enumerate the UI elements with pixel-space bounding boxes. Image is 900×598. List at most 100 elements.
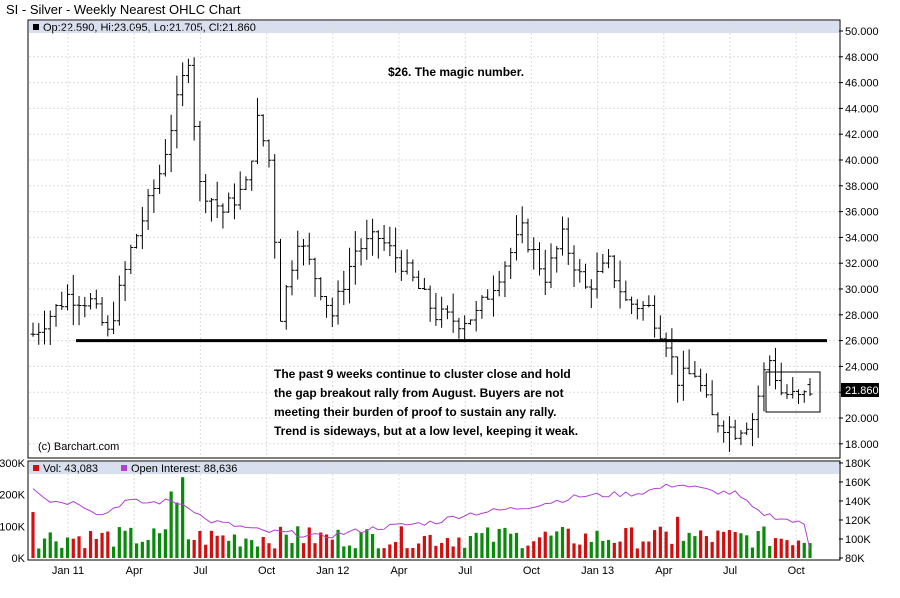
ohlc-bar	[53, 303, 59, 327]
x-tick-label: Apr	[390, 565, 407, 577]
ohlc-bar	[807, 378, 813, 397]
ohlc-bar	[721, 420, 727, 443]
ohlc-bar	[162, 139, 168, 177]
ohlc-bar	[456, 317, 462, 339]
volume-bar	[111, 546, 116, 558]
volume-bar	[267, 543, 271, 558]
volume-bar	[670, 543, 674, 558]
volume-bar	[514, 532, 519, 558]
ohlc-bar	[634, 299, 640, 320]
ohlc-bar	[761, 362, 767, 412]
volume-bar	[440, 542, 444, 558]
volume-bar	[463, 547, 467, 558]
volume-bar	[301, 543, 306, 558]
copyright: (c) Barchart.com	[38, 441, 119, 453]
volume-bar	[676, 516, 680, 558]
volume-bar	[589, 541, 593, 558]
date-axis: Jan 11 Apr Jul Oct Jan 12 Apr Jul Oct Jan 13 Apr J…	[52, 565, 805, 577]
ohlc-bar	[254, 97, 260, 165]
volume-bar	[215, 535, 219, 558]
y-tick-label: 30.000	[845, 284, 879, 296]
annotation-line-3: meeting their burden of proof to sustain…	[274, 405, 556, 419]
chart-title: SI - Silver - Weekly Nearest OHLC Chart	[6, 2, 241, 17]
ohlc-bar	[490, 275, 496, 317]
volume-bar	[365, 529, 369, 558]
ohlc-bar	[795, 389, 801, 404]
volume-bar	[520, 548, 524, 558]
y-tick-label: 38.000	[845, 181, 879, 193]
volume-bar	[278, 526, 283, 558]
ohlc-bar	[738, 429, 744, 446]
volume-bar	[486, 527, 490, 558]
ohlc-bar	[277, 238, 283, 322]
volume-axis: 300K 200K 100K 0K 180K 160K 140K 120K 100K 80K	[0, 458, 871, 565]
ohlc-bar	[168, 114, 174, 173]
y-tick-label: 28.000	[845, 310, 879, 322]
oi-tick-label: 80K	[845, 553, 865, 565]
volume-bar	[227, 540, 231, 558]
ohlc-bar	[283, 284, 289, 330]
volume-bar	[117, 527, 121, 558]
oi-tick-label: 140K	[845, 496, 871, 508]
ohlc-bar	[421, 277, 427, 291]
volume-bar	[255, 546, 260, 558]
ohlc-bar	[358, 238, 364, 266]
ohlc-readout-marker	[33, 24, 39, 30]
ohlc-bar	[289, 260, 295, 296]
volume-bar	[434, 545, 438, 558]
ohlc-bar	[329, 297, 335, 328]
ohlc-bar	[65, 284, 71, 311]
ohlc-bar	[139, 206, 145, 250]
ohlc-bar	[393, 227, 399, 273]
x-tick-label: Jan 12	[316, 565, 349, 577]
volume-bar	[192, 539, 196, 558]
ohlc-bar	[657, 315, 663, 341]
volume-bar	[221, 535, 225, 558]
ohlc-bar	[755, 385, 761, 438]
ohlc-bar	[433, 292, 439, 326]
ohlc-readout-bar	[29, 21, 839, 33]
ohlc-bar	[439, 296, 445, 328]
ohlc-bar	[473, 301, 479, 332]
volume-bar	[710, 541, 714, 558]
ohlc-bar	[801, 390, 807, 403]
volume-bar	[186, 539, 190, 558]
volume-bar	[808, 543, 812, 558]
x-tick-label: Jul	[723, 565, 737, 577]
ohlc-bar	[646, 295, 652, 308]
volume-bar	[428, 534, 432, 558]
ohlc-bar	[134, 233, 140, 249]
volume-bar	[503, 527, 507, 558]
volume-bar	[88, 531, 93, 558]
volume-bar	[681, 540, 685, 558]
ohlc-bar	[82, 296, 88, 318]
ohlc-bar	[30, 322, 36, 337]
volume-bar	[261, 536, 265, 558]
volume-bar	[152, 528, 156, 558]
volume-tick-label: 300K	[0, 458, 26, 470]
volume-bar	[722, 531, 726, 558]
volume-bar	[399, 526, 403, 558]
ohlc-bar	[237, 171, 243, 210]
volume-bar	[422, 535, 426, 558]
y-tick-label: 40.000	[845, 155, 879, 167]
volume-bar	[296, 526, 300, 558]
ohlc-bar	[203, 174, 209, 214]
volume-bar	[727, 529, 732, 558]
volume-bar	[60, 547, 64, 558]
ohlc-bar	[226, 192, 232, 213]
volume-bar	[756, 531, 760, 558]
volume-bar	[606, 539, 611, 558]
y-tick-label: 50.000	[845, 26, 879, 38]
y-tick-label: 36.000	[845, 207, 879, 219]
volume-bar	[555, 531, 559, 558]
volume-bar	[77, 536, 81, 558]
ohlc-bar	[306, 232, 312, 265]
x-tick-label: Oct	[523, 565, 540, 577]
ohlc-bar	[669, 328, 675, 375]
ohlc-bar	[675, 356, 681, 403]
volume-bar	[601, 540, 605, 558]
volume-bar	[244, 538, 248, 558]
ohlc-bar	[611, 255, 617, 288]
y-tick-label: 44.000	[845, 103, 879, 115]
